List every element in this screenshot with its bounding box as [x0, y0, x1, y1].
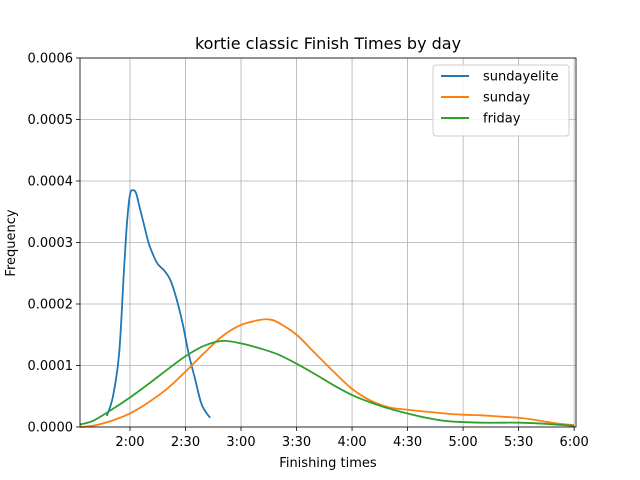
y-tick-label: 0.0005	[28, 113, 74, 128]
y-tick-label: 0.0006	[28, 52, 74, 67]
legend-label-sundayelite: sundayelite	[483, 70, 558, 85]
y-axis-ticks: 0.0000 0.0001 0.0002 0.0003 0.0004 0.0005 0.00…	[28, 52, 80, 436]
x-tick-label: 5:30	[504, 435, 533, 450]
x-tick-label: 4:00	[337, 435, 366, 450]
x-axis-label: Finishing times	[279, 456, 377, 471]
y-tick-label: 0.0002	[28, 298, 74, 313]
x-tick-label: 6:00	[560, 435, 589, 450]
series-line-sunday	[79, 318, 575, 428]
x-axis-ticks: 2:00 2:30 3:00 3:30 4:00 4:30 5:00 5:30 6:00	[115, 427, 589, 450]
x-tick-label: 3:30	[282, 435, 311, 450]
x-tick-label: 2:30	[171, 435, 200, 450]
grid	[80, 57, 576, 428]
y-axis-label: Frequency	[4, 209, 19, 276]
legend-label-friday: friday	[483, 112, 521, 127]
y-tick-label: 0.0004	[28, 175, 74, 190]
legend: sundayelite sunday friday	[432, 64, 570, 137]
legend-label-sunday: sunday	[483, 91, 530, 106]
x-tick-label: 3:00	[226, 435, 255, 450]
series-group	[79, 189, 575, 428]
series-line-friday	[79, 339, 575, 427]
y-tick-label: 0.0001	[28, 359, 74, 374]
x-tick-label: 2:00	[115, 435, 144, 450]
y-tick-label: 0.0000	[28, 421, 74, 436]
x-tick-label: 4:30	[393, 435, 422, 450]
y-tick-label: 0.0003	[28, 236, 74, 251]
x-tick-label: 5:00	[449, 435, 478, 450]
chart-title: kortie classic Finish Times by day	[195, 34, 461, 53]
